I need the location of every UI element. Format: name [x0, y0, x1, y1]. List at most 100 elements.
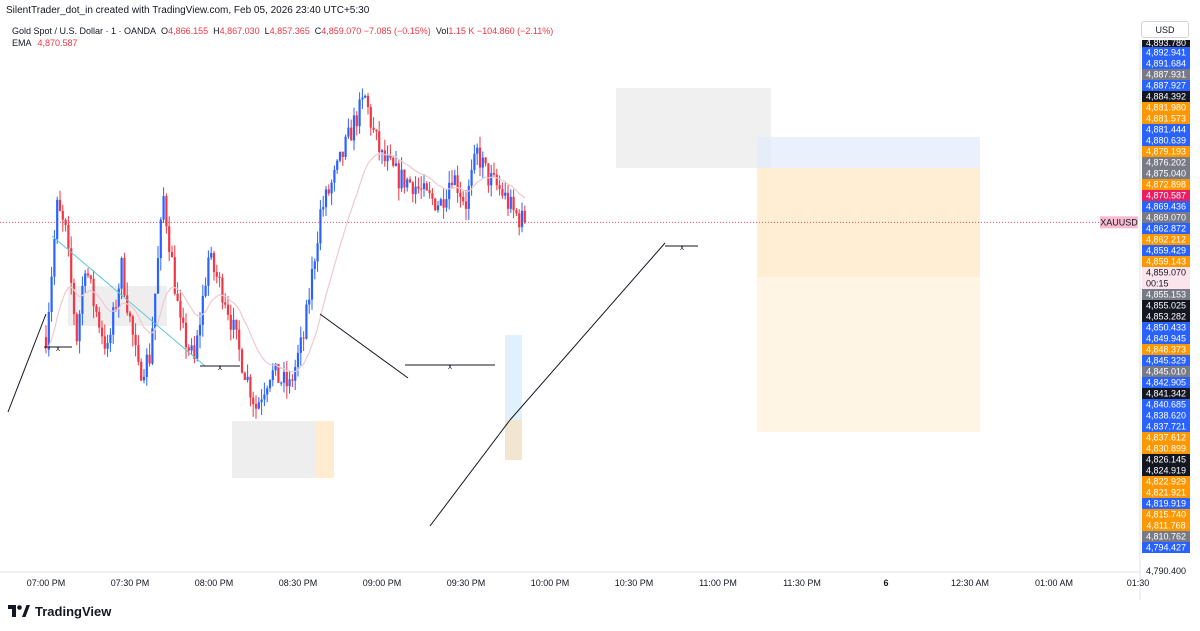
- candle-body: [470, 169, 473, 186]
- price-label: 4,869.070: [1146, 213, 1186, 223]
- candle-body: [47, 311, 50, 350]
- candle: [450, 169, 454, 188]
- candle: [215, 264, 218, 284]
- price-label: 4,875.040: [1146, 169, 1186, 179]
- candle-body: [207, 257, 210, 286]
- candle-body: [431, 193, 434, 199]
- price-label-bg: [1142, 311, 1190, 322]
- price-label-bg: [1142, 245, 1190, 256]
- time-axis-labels: 07:00 PM 07:30 PM 08:00 PM 08:30 PM 09:00 PM…: [27, 578, 1150, 588]
- candle-body: [151, 328, 154, 364]
- candle: [313, 258, 316, 280]
- symbol-name[interactable]: Gold Spot / U.S. Dollar · 1 · OANDA: [12, 26, 157, 36]
- price-label-bg: [1142, 201, 1190, 212]
- candle-body: [509, 196, 512, 209]
- candle: [473, 144, 476, 174]
- time-tick-label: 11:30 PM: [783, 578, 821, 588]
- candle-body: [100, 327, 104, 337]
- price-label-bg: [1142, 223, 1190, 234]
- candle-body: [523, 210, 526, 223]
- price-label: 4,810.762: [1146, 532, 1186, 542]
- price-label-bg: [1142, 212, 1190, 223]
- candle: [338, 151, 342, 163]
- candle-body: [84, 273, 87, 286]
- time-tick-label: 12:30 AM: [951, 578, 989, 588]
- candle-body: [369, 107, 372, 128]
- candle-body: [86, 273, 90, 276]
- candle-body: [266, 388, 269, 395]
- candle: [266, 385, 269, 403]
- candle-body: [495, 174, 498, 186]
- candle: [84, 269, 87, 294]
- symbol-legend: Gold Spot / U.S. Dollar · 1 · OANDA O4,86…: [12, 25, 553, 49]
- candle: [386, 145, 389, 171]
- tradingview-logo[interactable]: TradingView: [8, 603, 111, 619]
- candle-body: [240, 349, 244, 373]
- candle-body: [305, 304, 308, 339]
- swing-x-marker: x: [448, 362, 452, 371]
- candle-body: [366, 95, 370, 108]
- candle-body: [277, 363, 280, 383]
- time-tick-label: 07:30 PM: [111, 578, 150, 588]
- candle-body: [193, 345, 196, 359]
- trendline-rise-2: [509, 242, 666, 421]
- candle-body: [196, 335, 199, 359]
- candle: [408, 176, 412, 184]
- ema-label[interactable]: EMA: [12, 38, 32, 48]
- candle-body: [70, 248, 73, 283]
- price-label-bg: [1142, 80, 1190, 91]
- high-label: H: [213, 26, 220, 36]
- candle-body: [380, 150, 384, 152]
- candle: [403, 169, 406, 194]
- position-target-zone: [757, 277, 980, 432]
- price-label: 4,887.927: [1146, 81, 1186, 91]
- candle: [154, 293, 157, 341]
- price-chart[interactable]: xx xxXAUUSD4,893.7804,892.9414,891.6844,8…: [0, 0, 1200, 600]
- candle: [75, 312, 78, 346]
- candle: [425, 181, 428, 192]
- candle: [263, 382, 266, 407]
- candle: [372, 117, 375, 133]
- candle-body: [64, 219, 67, 225]
- candle: [282, 361, 286, 393]
- candle: [310, 256, 314, 310]
- price-label-bg: [1142, 443, 1190, 454]
- price-label-bg: [1142, 47, 1190, 58]
- candle-body: [294, 367, 297, 381]
- candle: [159, 217, 162, 271]
- demand-zone: [232, 421, 315, 478]
- candle: [100, 320, 104, 345]
- price-label-bg: [1142, 234, 1190, 245]
- candle-body: [72, 282, 76, 315]
- candle: [232, 308, 235, 339]
- price-label: 4,859.429: [1146, 246, 1186, 256]
- price-label-bg: [1142, 520, 1190, 531]
- open-label: O: [161, 26, 169, 36]
- candle: [299, 326, 302, 366]
- candle-body: [50, 276, 53, 312]
- candle: [156, 246, 160, 294]
- price-label: 4,869.436: [1146, 202, 1186, 212]
- price-label-bg: [1142, 91, 1190, 102]
- currency-button[interactable]: USD: [1141, 21, 1189, 38]
- candle: [61, 204, 64, 232]
- candle-body: [120, 258, 123, 289]
- candle-body: [44, 337, 48, 350]
- candle-body: [137, 344, 140, 362]
- candle: [162, 187, 165, 224]
- candle: [142, 368, 146, 384]
- candle-body: [81, 285, 84, 314]
- candle: [484, 157, 487, 167]
- candle: [341, 151, 344, 166]
- candle-body: [198, 324, 202, 336]
- candle: [117, 283, 120, 318]
- candle: [89, 274, 92, 284]
- candle-body: [512, 196, 515, 211]
- candle-body: [515, 210, 518, 214]
- candle-body: [254, 404, 258, 409]
- candle: [333, 165, 336, 192]
- candle: [327, 184, 330, 196]
- candle-body: [324, 189, 328, 208]
- candle-body: [439, 199, 442, 206]
- candle: [467, 179, 470, 221]
